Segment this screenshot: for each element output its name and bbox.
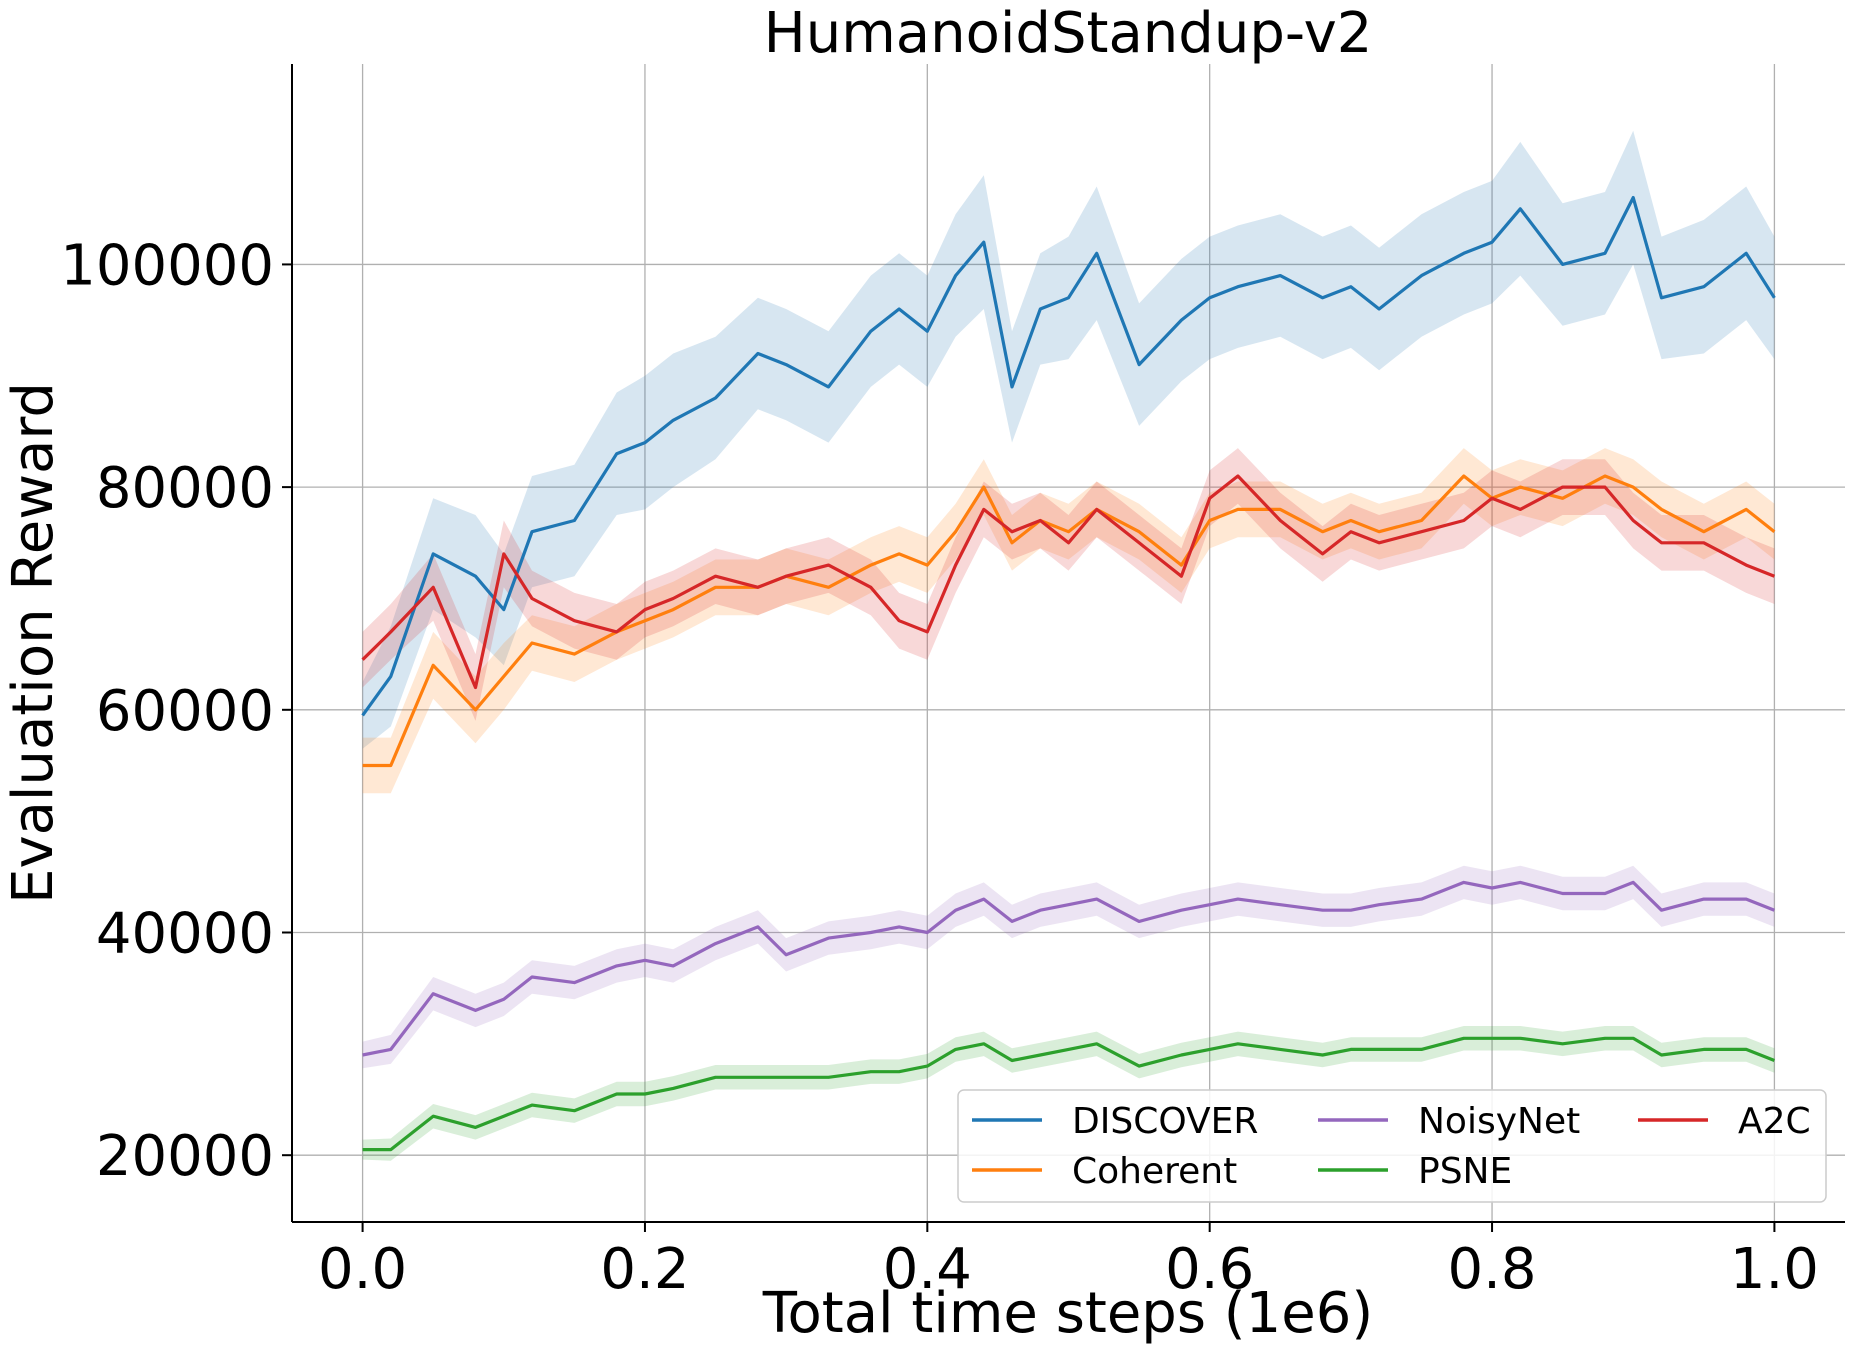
series-lines — [361, 196, 1776, 1152]
x-tick-label: 0.8 — [1448, 1237, 1537, 1302]
x-tick-label: 0.6 — [1165, 1237, 1254, 1302]
y-tick-label: 40000 — [96, 902, 274, 967]
legend-label: PSNE — [1418, 1151, 1512, 1192]
legend-label: DISCOVER — [1072, 1101, 1258, 1142]
x-tick-label: 0.4 — [883, 1237, 972, 1302]
y-tick-label: 100000 — [60, 233, 274, 298]
series-line-coherent — [362, 474, 1776, 768]
legend-label: A2C — [1738, 1101, 1811, 1142]
legend-label: Coherent — [1072, 1151, 1237, 1192]
x-tick-label: 0.2 — [600, 1237, 689, 1302]
x-tick-label: 0.0 — [318, 1237, 407, 1302]
x-axis-label: Total time steps (1e6) — [762, 1281, 1373, 1346]
y-ticks: 20000 40000 60000 80000 100000 — [60, 233, 292, 1189]
series-line-a2c — [361, 474, 1775, 690]
legend-box — [957, 1089, 1827, 1203]
y-tick-label: 80000 — [96, 456, 274, 521]
legend-label: NoisyNet — [1418, 1101, 1580, 1142]
band-psne — [362, 1026, 1775, 1161]
series-line-noisynet — [362, 880, 1775, 1057]
series-line-psne — [362, 1036, 1775, 1152]
y-tick-label: 20000 — [96, 1124, 274, 1189]
band-discover — [362, 130, 1775, 749]
series-line-discover — [361, 196, 1776, 717]
y-axis-label: Evaluation Reward — [1, 382, 66, 904]
y-tick-label: 60000 — [96, 679, 274, 744]
x-ticks: 0.0 0.2 0.4 0.6 0.8 1.0 — [318, 1222, 1819, 1302]
legend: DISCOVER Coherent NoisyNet PSNE A2C — [957, 1089, 1827, 1203]
x-tick-label: 1.0 — [1730, 1237, 1819, 1302]
band-coherent — [362, 448, 1775, 794]
band-a2c — [362, 448, 1775, 721]
chart-title: HumanoidStandup-v2 — [764, 1, 1373, 66]
confidence-bands — [362, 130, 1775, 1161]
axes — [291, 64, 1845, 1223]
